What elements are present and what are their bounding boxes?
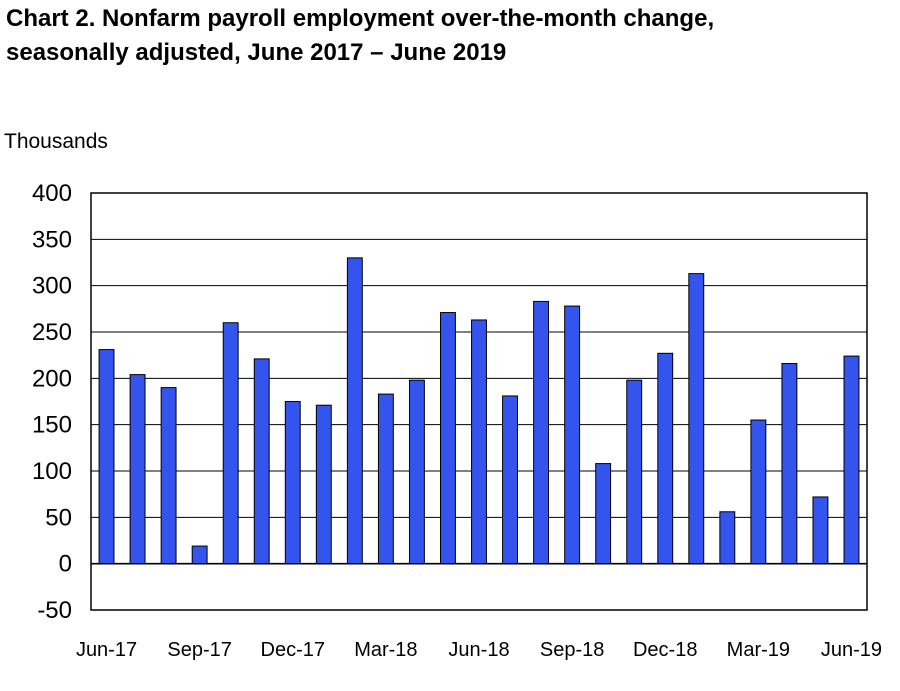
bar-jun-19 [843, 355, 860, 565]
y-tick-label: 150 [32, 412, 72, 439]
y-tick-label: 350 [32, 226, 72, 253]
bar-aug-17 [160, 387, 177, 565]
bar-dec-17 [284, 401, 301, 565]
bar-mar-19 [750, 419, 767, 565]
x-tick-label: Jun-19 [821, 639, 882, 661]
y-tick-label: 100 [32, 458, 72, 485]
bar-jun-17 [98, 349, 115, 565]
bar-jan-18 [315, 404, 332, 565]
bars [98, 257, 860, 565]
x-tick-label: Dec-18 [633, 639, 697, 661]
bar-aug-18 [533, 300, 550, 565]
bar-feb-19 [719, 511, 736, 565]
plot-frame [90, 192, 868, 611]
bar-jun-18 [471, 319, 487, 565]
chart-title-line-2: seasonally adjusted, June 2017 – June 20… [6, 39, 507, 66]
x-tick-label: Dec-17 [261, 639, 325, 661]
y-tick-label: 0 [59, 551, 72, 578]
bar-oct-18 [595, 463, 612, 565]
y-tick-label: 300 [32, 273, 72, 300]
bar-feb-18 [346, 257, 363, 565]
x-tick-label: Jun-17 [76, 639, 137, 661]
y-tick-labels: 400 350 300 250 200 150 100 50 0 -50 [32, 180, 72, 624]
bar-may-18 [440, 312, 456, 565]
y-tick-label: 200 [32, 365, 72, 392]
bar-nov-17 [253, 358, 270, 565]
bar-oct-17 [222, 322, 239, 565]
bar-dec-18 [657, 352, 674, 565]
bar-jul-18 [502, 395, 518, 565]
x-tick-label: Jun-18 [448, 639, 509, 661]
y-tick-label: 400 [32, 180, 72, 207]
y-tick-label: -50 [37, 597, 72, 624]
y-tick-label: 250 [32, 319, 72, 346]
x-tick-label: Sep-18 [540, 639, 605, 661]
bar-sep-17 [191, 545, 208, 565]
bar-nov-18 [626, 379, 643, 565]
chart-title-line-1: Chart 2. Nonfarm payroll employment over… [6, 5, 715, 32]
y-tick-label: 50 [45, 504, 72, 531]
x-tick-label: Sep-17 [167, 639, 232, 661]
chart-title: Chart 2. Nonfarm payroll employment over… [6, 2, 714, 70]
x-tick-label: Mar-18 [354, 639, 417, 661]
bar-apr-18 [408, 379, 425, 565]
bar-sep-18 [564, 305, 581, 565]
bar-jan-19 [688, 273, 705, 565]
y-axis-label: Thousands [4, 130, 108, 153]
bar-apr-19 [781, 363, 798, 565]
x-tick-labels: Jun-17 Sep-17 Dec-17 Mar-18 Jun-18 Sep-18 Dec-… [76, 639, 882, 661]
bar-jul-17 [129, 374, 146, 565]
bar-may-19 [812, 496, 829, 565]
x-tick-label: Mar-19 [727, 639, 790, 661]
bar-mar-18 [377, 393, 394, 565]
